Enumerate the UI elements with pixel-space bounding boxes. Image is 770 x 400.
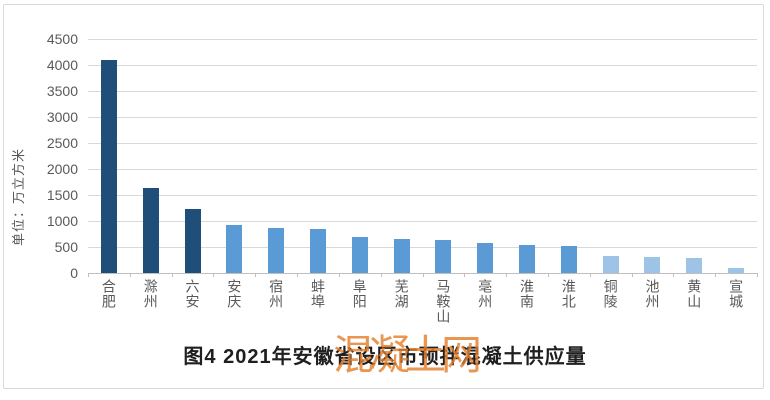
x-axis-label: 宿州 bbox=[268, 279, 285, 309]
gridline bbox=[88, 195, 757, 196]
bar bbox=[351, 237, 368, 273]
x-axis-label: 六安 bbox=[184, 279, 201, 309]
x-axis-label: 合肥 bbox=[100, 279, 117, 309]
bar bbox=[268, 227, 285, 273]
gridline bbox=[88, 65, 757, 66]
axis-tick bbox=[547, 273, 549, 277]
axis-tick bbox=[297, 273, 299, 277]
y-axis-tick-label: 3000 bbox=[46, 109, 78, 125]
y-axis-tick-label: 500 bbox=[54, 239, 78, 255]
bar bbox=[728, 267, 745, 273]
axis-tick bbox=[129, 273, 131, 277]
y-axis-tick-label: 4500 bbox=[46, 31, 78, 47]
bar bbox=[184, 209, 201, 273]
x-axis-label: 芜湖 bbox=[393, 279, 410, 309]
x-axis-label: 淮南 bbox=[519, 279, 536, 309]
y-axis-tick-label: 1000 bbox=[46, 213, 78, 229]
y-axis-tick-label: 1500 bbox=[46, 187, 78, 203]
bar bbox=[644, 257, 661, 273]
y-axis-tick-label: 2000 bbox=[46, 161, 78, 177]
y-axis-tick-label: 2500 bbox=[46, 135, 78, 151]
bar bbox=[686, 258, 703, 273]
x-axis-label: 淮北 bbox=[560, 279, 577, 309]
y-axis-tick-label: 0 bbox=[70, 265, 78, 281]
bar bbox=[226, 224, 243, 273]
x-axis-label: 池州 bbox=[644, 279, 661, 309]
axis-tick bbox=[506, 273, 508, 277]
x-axis-label: 马鞍山 bbox=[435, 279, 452, 324]
figure-border bbox=[3, 4, 764, 389]
axis-tick bbox=[589, 273, 591, 277]
x-axis-label: 阜阳 bbox=[351, 279, 368, 309]
bar bbox=[142, 187, 159, 273]
axis-tick bbox=[255, 273, 257, 277]
bar bbox=[309, 229, 326, 273]
axis-tick bbox=[88, 273, 89, 277]
bar bbox=[519, 245, 536, 273]
x-axis-label: 铜陵 bbox=[602, 279, 619, 309]
bar bbox=[393, 238, 410, 273]
gridline bbox=[88, 169, 757, 170]
gridline bbox=[88, 117, 757, 118]
axis-tick bbox=[673, 273, 675, 277]
axis-tick bbox=[422, 273, 424, 277]
gridline bbox=[88, 247, 757, 248]
x-axis-label: 亳州 bbox=[477, 279, 494, 309]
gridline bbox=[88, 39, 757, 40]
chart-caption: 图4 2021年安徽省设区市预拌混凝土供应量 bbox=[183, 346, 587, 368]
axis-tick bbox=[171, 273, 173, 277]
y-axis-tick-label: 4000 bbox=[46, 57, 78, 73]
axis-tick bbox=[213, 273, 215, 277]
y-axis-tick-label: 3500 bbox=[46, 83, 78, 99]
axis-tick bbox=[757, 273, 758, 277]
axis-tick bbox=[380, 273, 382, 277]
bar bbox=[602, 255, 619, 273]
bar bbox=[477, 243, 494, 273]
axis-tick bbox=[338, 273, 340, 277]
gridline bbox=[88, 91, 757, 92]
x-axis-label: 黄山 bbox=[686, 279, 703, 309]
gridline bbox=[88, 143, 757, 144]
axis-tick bbox=[464, 273, 466, 277]
axis-tick bbox=[631, 273, 633, 277]
axis-tick bbox=[715, 273, 717, 277]
x-axis-label: 滁州 bbox=[142, 279, 159, 309]
bar bbox=[435, 240, 452, 273]
gridline bbox=[88, 221, 757, 222]
x-axis-label: 安庆 bbox=[226, 279, 243, 309]
bar bbox=[560, 246, 577, 273]
y-axis-title: 单位：万立方米 bbox=[11, 148, 26, 247]
x-axis-label: 宣城 bbox=[728, 279, 745, 309]
x-axis-label: 蚌埠 bbox=[309, 279, 326, 309]
bar bbox=[100, 59, 117, 273]
